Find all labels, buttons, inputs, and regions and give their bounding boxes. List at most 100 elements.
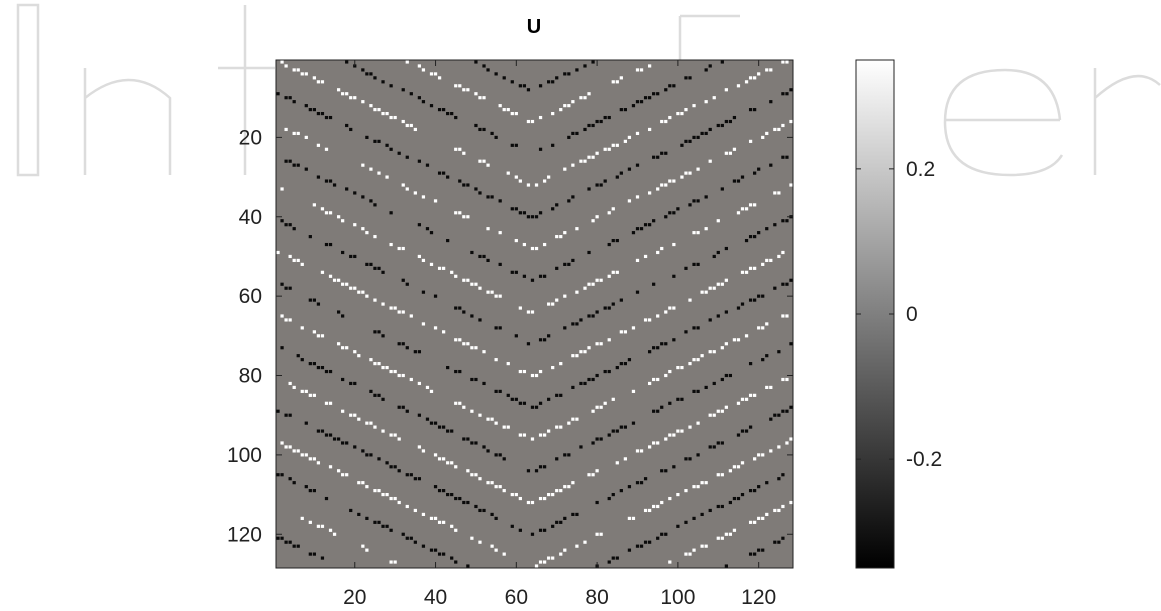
heatmap-cell-positive xyxy=(761,262,765,266)
heatmap-cell-positive xyxy=(627,135,632,139)
heatmap-cell-positive xyxy=(664,119,668,124)
heatmap-cell-negative xyxy=(704,195,708,199)
heatmap-cell-positive xyxy=(579,159,583,163)
heatmap-cell-negative xyxy=(442,171,446,175)
heatmap-cell-negative xyxy=(369,262,373,266)
heatmap-cell-positive xyxy=(712,413,716,417)
heatmap-cell-negative xyxy=(635,544,640,548)
heatmap-cell-positive xyxy=(777,445,781,449)
heatmap-cell-positive xyxy=(292,258,296,263)
heatmap-cell-positive xyxy=(728,532,733,536)
heatmap-cell-positive xyxy=(595,151,599,155)
heatmap-cell-negative xyxy=(555,203,559,207)
heatmap-cell-negative xyxy=(704,68,708,72)
heatmap-cell-positive xyxy=(526,500,531,505)
heatmap-cell-negative xyxy=(341,441,345,445)
heatmap-cell-negative xyxy=(656,536,660,540)
heatmap-cell-negative xyxy=(575,131,579,136)
heatmap-cell-negative xyxy=(397,469,401,473)
heatmap-cell-negative xyxy=(413,540,417,544)
heatmap-cell-positive xyxy=(336,215,341,219)
heatmap-cell-positive xyxy=(704,481,708,485)
heatmap-cell-negative xyxy=(446,365,450,370)
heatmap-cell-negative xyxy=(534,469,539,473)
heatmap-cell-positive xyxy=(296,449,300,453)
heatmap-cell-positive xyxy=(462,88,466,92)
heatmap-cell-negative xyxy=(316,429,321,433)
heatmap-cell-negative xyxy=(296,544,300,548)
heatmap-cell-positive xyxy=(381,365,385,370)
heatmap-cell-positive xyxy=(494,548,498,552)
heatmap-cell-negative xyxy=(595,500,599,505)
heatmap-cell-negative xyxy=(405,473,409,477)
heatmap-cell-negative xyxy=(547,397,551,401)
heatmap-cell-negative xyxy=(498,453,502,457)
heatmap-background xyxy=(276,60,793,568)
heatmap-cell-positive xyxy=(627,516,632,520)
heatmap-cell-positive xyxy=(761,135,765,139)
heatmap-cell-positive xyxy=(668,115,672,120)
heatmap-cell-positive xyxy=(336,278,341,282)
heatmap-cell-positive xyxy=(284,64,288,68)
heatmap-cell-positive xyxy=(450,524,454,528)
heatmap-cell-negative xyxy=(478,191,482,195)
heatmap-cell-negative xyxy=(409,536,413,540)
heatmap-cell-positive xyxy=(433,72,438,76)
heatmap-cell-positive xyxy=(660,246,664,251)
heatmap-cell-negative xyxy=(494,135,498,139)
heatmap-cell-positive xyxy=(757,72,761,76)
heatmap-cell-negative xyxy=(349,254,353,259)
heatmap-cell-positive xyxy=(583,540,587,544)
heatmap-cell-positive xyxy=(599,342,603,346)
heatmap-cell-negative xyxy=(643,540,648,544)
heatmap-cell-negative xyxy=(373,203,377,207)
heatmap-cell-positive xyxy=(373,108,377,112)
heatmap-cell-positive xyxy=(530,437,535,441)
heatmap-cell-positive xyxy=(429,516,434,520)
heatmap-cell-positive xyxy=(688,362,692,366)
heatmap-cell-negative xyxy=(619,425,623,429)
heatmap-cell-positive xyxy=(716,409,720,413)
heatmap-cell-positive xyxy=(401,183,405,187)
heatmap-cell-negative xyxy=(724,564,728,568)
heatmap-cell-positive xyxy=(627,199,632,203)
heatmap-cell-negative xyxy=(732,179,737,183)
heatmap-cell-positive xyxy=(769,385,773,390)
heatmap-cell-positive xyxy=(421,449,426,453)
y-tick-label: 60 xyxy=(239,285,262,308)
heatmap-cell-positive xyxy=(377,108,381,112)
heatmap-cell-positive xyxy=(433,199,438,203)
heatmap-cell-positive xyxy=(571,100,575,104)
heatmap-cell-negative xyxy=(276,536,280,540)
heatmap-cell-positive xyxy=(631,389,636,393)
heatmap-cell-negative xyxy=(425,417,430,421)
heatmap-cell-positive xyxy=(708,413,712,417)
heatmap-cell-negative xyxy=(377,393,381,397)
heatmap-cell-negative xyxy=(748,425,753,429)
heatmap-cell-negative xyxy=(510,143,514,147)
heatmap-cell-positive xyxy=(716,219,720,223)
heatmap-cell-negative xyxy=(555,76,559,80)
heatmap-cell-negative xyxy=(656,92,660,96)
heatmap-cell-positive xyxy=(720,409,724,413)
heatmap-cell-negative xyxy=(405,155,409,159)
heatmap-cell-negative xyxy=(664,469,668,473)
heatmap-cell-positive xyxy=(765,385,769,390)
heatmap-cell-negative xyxy=(381,80,385,84)
heatmap-cell-positive xyxy=(724,88,728,92)
heatmap-cell-positive xyxy=(660,500,664,505)
heatmap-cell-positive xyxy=(470,536,474,540)
heatmap-cell-positive xyxy=(656,187,660,191)
heatmap-cell-negative xyxy=(732,115,737,120)
heatmap-cell-negative xyxy=(587,314,591,318)
heatmap-cell-negative xyxy=(736,179,741,183)
heatmap-cell-positive xyxy=(393,496,397,501)
heatmap-cell-positive xyxy=(704,290,708,294)
heatmap-cell-positive xyxy=(748,203,753,207)
heatmap-cell-positive xyxy=(615,80,619,84)
heatmap-cell-positive xyxy=(635,258,640,263)
heatmap-cell-negative xyxy=(607,306,611,310)
heatmap-cell-positive xyxy=(563,104,567,108)
heatmap-cell-positive xyxy=(373,489,377,493)
heatmap-cell-negative xyxy=(474,441,478,445)
